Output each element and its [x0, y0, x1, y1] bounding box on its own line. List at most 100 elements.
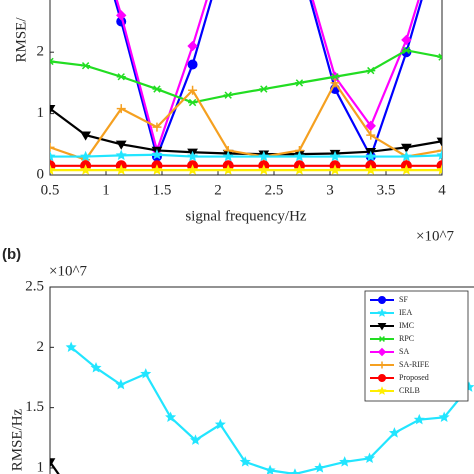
legend-box — [364, 290, 469, 402]
panel-label: (b) — [2, 246, 21, 263]
legend-label: SF — [399, 295, 408, 304]
marker — [50, 142, 55, 152]
x-tick-label: 3 — [326, 182, 334, 198]
marker — [50, 458, 56, 468]
marker — [289, 468, 301, 474]
marker — [330, 73, 340, 81]
marker — [50, 164, 56, 175]
y-tick-label: 2 — [37, 44, 45, 60]
marker — [187, 59, 198, 70]
marker — [187, 150, 199, 162]
legend-label: SA — [399, 347, 409, 356]
marker — [388, 427, 400, 438]
marker — [115, 378, 127, 390]
marker — [151, 164, 163, 175]
marker — [116, 73, 126, 81]
marker — [214, 418, 226, 430]
marker — [365, 120, 376, 132]
legend-label: IMC — [399, 321, 414, 330]
marker — [80, 131, 91, 141]
marker — [400, 164, 412, 175]
marker — [329, 150, 341, 162]
marker — [293, 150, 305, 162]
marker — [401, 143, 412, 153]
marker — [413, 413, 425, 425]
marker — [401, 34, 412, 46]
marker — [294, 79, 304, 87]
marker — [264, 464, 276, 474]
marker — [314, 462, 326, 473]
marker — [364, 452, 376, 464]
marker — [152, 85, 162, 93]
marker — [437, 53, 442, 61]
series-line — [113, 0, 423, 161]
marker — [50, 57, 55, 66]
marker — [330, 78, 340, 88]
series-line — [115, 0, 420, 155]
marker — [366, 66, 376, 75]
marker — [165, 411, 177, 422]
marker — [187, 40, 198, 52]
y-axis-label: RMSE/ — [13, 17, 29, 63]
marker — [50, 150, 56, 162]
plot-area — [50, 341, 474, 474]
marker — [223, 91, 233, 99]
legend-label: Proposed — [399, 373, 429, 382]
marker — [378, 336, 386, 342]
marker — [116, 104, 126, 114]
series-line — [50, 461, 60, 474]
plot-area — [50, 0, 442, 175]
marker — [152, 122, 162, 132]
series-line — [50, 49, 442, 104]
marker — [90, 362, 102, 373]
marker — [377, 347, 387, 357]
marker — [377, 386, 387, 395]
marker — [115, 149, 127, 161]
y-tick-label: 0 — [37, 166, 45, 182]
marker — [239, 456, 251, 467]
series-line — [50, 107, 442, 156]
x-tick-label: 3.5 — [377, 182, 396, 198]
y-tick-label: 1.5 — [25, 399, 44, 415]
y-tick-label: 1 — [37, 459, 45, 474]
legend: SF IEA IMC RPC SA SA-RIFE Proposed CRLB — [364, 290, 469, 402]
marker — [65, 341, 77, 353]
marker — [436, 137, 442, 147]
marker — [339, 456, 351, 467]
marker — [378, 296, 387, 304]
x-axis-label: signal frequency/Hz — [185, 208, 307, 224]
marker — [222, 164, 234, 175]
marker — [187, 164, 199, 175]
x-tick-label: 1 — [102, 182, 110, 198]
marker — [188, 98, 198, 107]
marker — [116, 10, 127, 21]
y-tick-label: 2.5 — [25, 278, 44, 294]
series-line — [50, 80, 442, 161]
marker — [81, 62, 91, 70]
marker — [115, 164, 127, 175]
marker — [378, 361, 386, 369]
marker — [400, 150, 412, 162]
y-exponent: ×10^7 — [49, 263, 87, 279]
y-axis-label: RMSE/Hz — [9, 408, 25, 471]
x-tick-label: 2.5 — [265, 182, 284, 198]
marker — [140, 368, 152, 379]
marker — [115, 140, 127, 150]
marker — [377, 323, 387, 331]
marker — [80, 164, 92, 175]
marker — [378, 374, 387, 382]
legend-label: RPC — [399, 334, 414, 343]
y-tick-label: 2 — [37, 339, 45, 355]
y-tick-label: 1 — [37, 105, 45, 121]
marker — [436, 149, 442, 161]
marker — [437, 145, 442, 155]
legend-label: CRLB — [399, 386, 420, 395]
marker — [258, 164, 270, 175]
marker — [258, 150, 270, 162]
marker — [438, 411, 450, 422]
x-tick-label: 1.5 — [153, 182, 172, 198]
marker — [80, 150, 92, 162]
marker — [189, 434, 201, 445]
axes-frame — [49, 0, 443, 176]
